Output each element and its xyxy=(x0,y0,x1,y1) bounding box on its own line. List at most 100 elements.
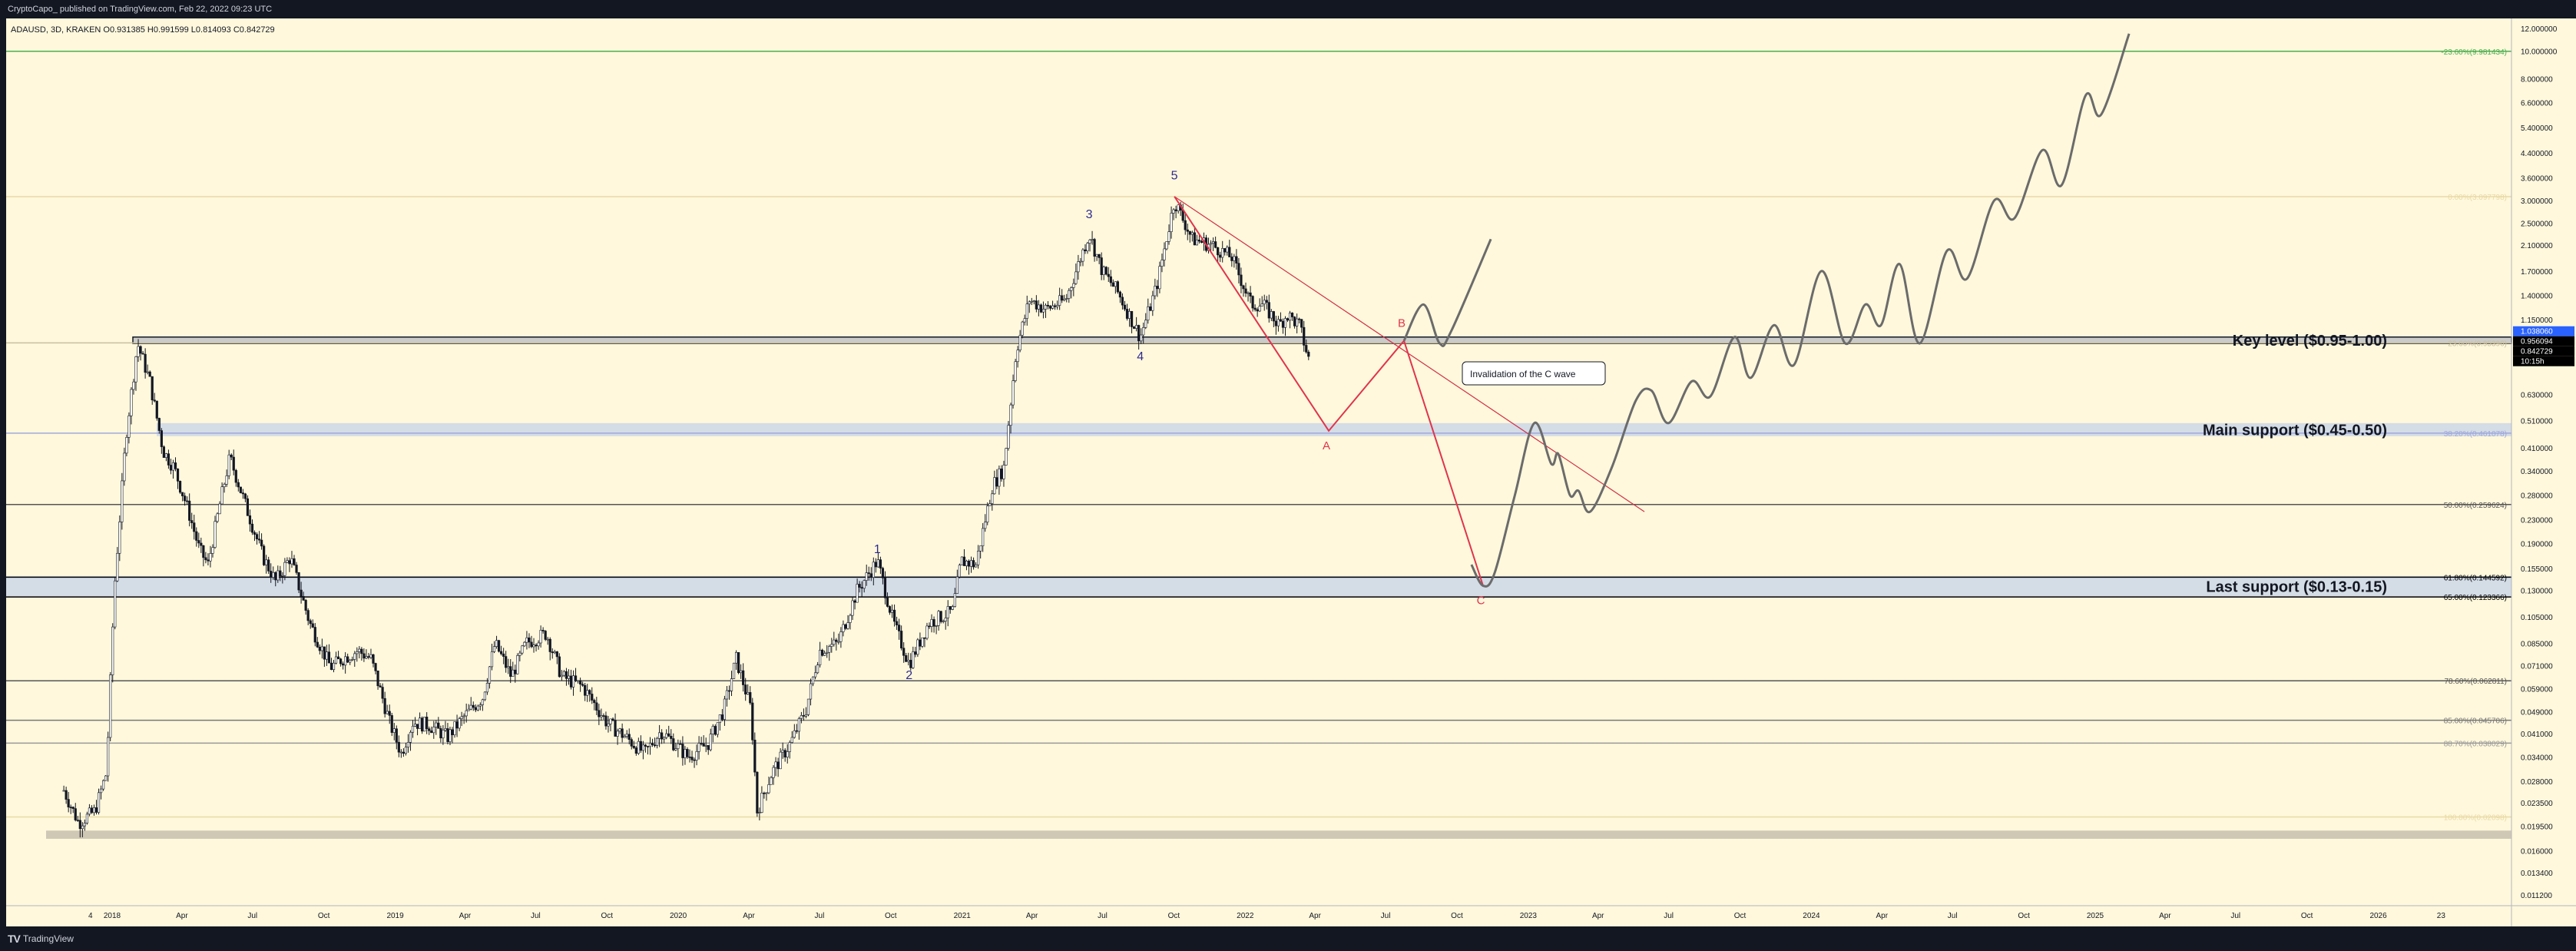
price-tick-label: 12.000000 xyxy=(2521,25,2558,34)
time-tick-label: 23 xyxy=(2437,912,2446,920)
candle-body xyxy=(225,476,228,485)
candle-body xyxy=(1163,248,1166,260)
candle-body xyxy=(674,748,677,751)
candle-body xyxy=(518,652,521,656)
candle-body xyxy=(1044,304,1048,310)
candle-body xyxy=(209,553,212,562)
candle-body xyxy=(1046,304,1050,307)
candle-body xyxy=(702,743,705,747)
tradingview-logo[interactable]: TV TradingView xyxy=(8,933,74,945)
candle-body xyxy=(363,653,366,659)
publisher-bar: CryptoCapo_ published on TradingView.com… xyxy=(0,0,2576,18)
candle-body xyxy=(1197,240,1201,242)
candle-body xyxy=(300,589,303,597)
candle-body xyxy=(667,733,670,737)
candle-body xyxy=(1305,345,1308,353)
candle-body xyxy=(1007,425,1010,449)
candle-body xyxy=(351,659,354,661)
candle-body xyxy=(553,651,556,654)
candle-body xyxy=(595,702,598,711)
candle-body xyxy=(174,462,177,469)
candle-body xyxy=(1048,306,1052,309)
candle-body xyxy=(435,722,438,727)
candle-body xyxy=(65,790,68,800)
candle-body xyxy=(263,545,266,565)
price-badge xyxy=(2513,336,2574,346)
candle-body xyxy=(1276,319,1280,326)
candle-body xyxy=(751,702,754,741)
candle-body xyxy=(230,454,233,458)
candle-body xyxy=(655,737,659,746)
candle-body xyxy=(204,557,207,561)
candle-body xyxy=(281,575,284,577)
candle-body xyxy=(92,807,96,813)
candle-body xyxy=(535,644,538,647)
price-tick-label: 1.400000 xyxy=(2521,292,2553,300)
candle-body xyxy=(1219,254,1222,258)
candle-body xyxy=(1190,232,1194,235)
candle-body xyxy=(1286,318,1290,321)
price-tick-label: 4.400000 xyxy=(2521,150,2553,158)
candle-body xyxy=(270,571,273,578)
candle-body xyxy=(623,736,626,738)
support-zone xyxy=(6,575,2511,598)
candle-body xyxy=(711,726,714,734)
candle-body xyxy=(1014,361,1017,381)
price-tick-label: 0.049000 xyxy=(2521,708,2553,717)
candle-body xyxy=(1223,248,1227,253)
chart-area[interactable]: -23.60%(9.981434) 0.00%(3.097798) 23.60%(0… xyxy=(6,18,2576,926)
candle-body xyxy=(76,820,79,821)
candle-body xyxy=(397,741,400,753)
candle-body xyxy=(1303,326,1306,346)
candle-body xyxy=(1217,247,1220,256)
candle-body xyxy=(1032,300,1035,302)
candle-body xyxy=(478,704,482,707)
time-tick-label: Oct xyxy=(601,912,613,920)
price-badge xyxy=(2513,326,2574,336)
candle-body xyxy=(776,761,780,770)
candle-body xyxy=(164,453,167,458)
candle-body xyxy=(763,793,766,794)
candle-body xyxy=(539,630,542,644)
candle-body xyxy=(1240,274,1243,287)
candle-body xyxy=(223,484,226,488)
candle-body xyxy=(1165,241,1168,250)
candle-body xyxy=(1121,297,1124,306)
time-tick-label: 2022 xyxy=(1237,912,1254,920)
candle-body xyxy=(567,675,571,679)
candle-body xyxy=(1211,241,1215,244)
candle-body xyxy=(677,743,680,749)
candle-body xyxy=(67,799,70,807)
candle-body xyxy=(160,430,163,447)
candle-body xyxy=(449,729,452,742)
time-tick-label: 2019 xyxy=(386,912,404,920)
candle-body xyxy=(1070,287,1073,291)
candle-body xyxy=(740,670,743,674)
candle-body xyxy=(830,644,833,647)
candle-body xyxy=(551,651,554,654)
candle-body xyxy=(984,522,987,529)
abc-wave-label: C xyxy=(1477,595,1485,608)
candle-body xyxy=(1132,326,1136,329)
candle-body xyxy=(1265,300,1268,303)
candle-body xyxy=(1068,290,1071,299)
candle-body xyxy=(802,715,806,717)
annotation-callout[interactable] xyxy=(1462,361,1606,386)
price-badge-label: 10:15h xyxy=(2521,358,2545,366)
fib-level-label: 88.70%(0.038029) xyxy=(2444,740,2507,748)
candle-body xyxy=(1018,335,1021,351)
candle-body xyxy=(616,731,619,737)
fib-level-label: 65.00%(0.123366) xyxy=(2444,594,2507,602)
candle-body xyxy=(1174,209,1177,211)
candle-body xyxy=(858,584,861,588)
candle-body xyxy=(874,562,877,568)
candle-body xyxy=(460,716,463,719)
candle-body xyxy=(1116,281,1119,293)
candle-body xyxy=(723,698,727,720)
candle-body xyxy=(104,775,108,781)
candle-body xyxy=(988,503,992,506)
chart-svg[interactable]: -23.60%(9.981434) 0.00%(3.097798) 23.60%(0… xyxy=(6,18,2576,926)
candle-body xyxy=(835,639,838,642)
price-tick-label: 0.023500 xyxy=(2521,800,2553,808)
candle-body xyxy=(1021,321,1024,336)
